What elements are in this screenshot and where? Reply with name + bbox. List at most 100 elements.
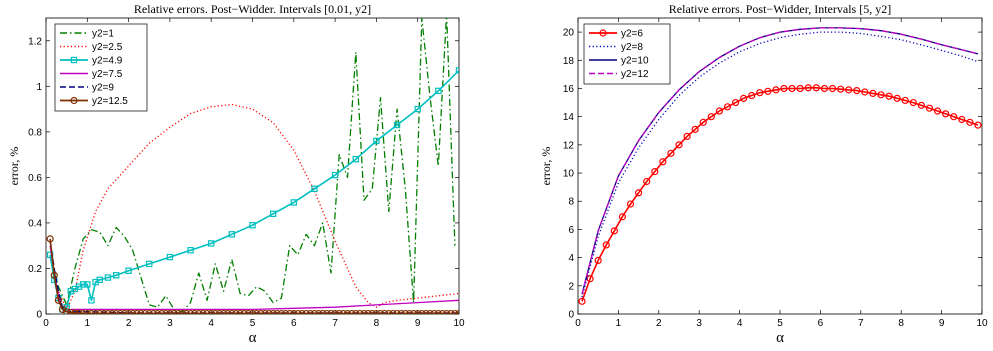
right-chart-y-tick-label: 18: [563, 56, 575, 67]
right-chart-data-point-y2-6: [667, 149, 675, 157]
left-chart-data-point-y2-12-5: [447, 309, 455, 314]
left-chart-data-point-y2-12-5: [455, 309, 459, 314]
left-chart-data-point-y2-12-5: [224, 309, 232, 314]
left-chart-data-point-y2-12-5: [186, 309, 195, 314]
right-chart-data-point-y2-6: [610, 227, 618, 235]
left-chart-y-tick-label: 1: [36, 82, 42, 93]
left-chart-data-point-y2-12-5: [166, 309, 174, 314]
left-chart-data-point-y2-12-5: [281, 309, 290, 314]
right-chart-data-point-y2-6: [861, 88, 869, 96]
left-chart-data-point-y2-12-5: [273, 309, 281, 314]
left-chart-data-point-y2-4-9: [79, 281, 87, 288]
right-chart-data-point-y2-6: [933, 107, 942, 115]
left-chart-data-point-y2-12-5: [46, 235, 54, 243]
right-chart-data-point-y2-6: [643, 177, 651, 186]
left-chart-data-point-y2-12-5: [397, 309, 405, 314]
left-chart-data-point-y2-12-5: [207, 309, 215, 314]
right-chart-data-point-y2-6: [958, 115, 966, 124]
left-chart-data-point-y2-12-5: [381, 309, 389, 314]
left-chart-data-point-y2-12-5: [112, 309, 120, 314]
right-chart-x-axis-label: α: [776, 330, 784, 346]
left-chart-y-tick-label: 0: [36, 310, 42, 321]
left-chart-data-point-y2-12-5: [426, 309, 434, 314]
left-chart-data-point-y2-4-9: [435, 87, 442, 95]
right-chart-data-point-y2-6: [885, 92, 893, 100]
left-chart-data-point-y2-4-9: [208, 240, 215, 247]
left-chart-data-point-y2-12-5: [71, 309, 79, 314]
left-chart-data-point-y2-4-9: [187, 247, 194, 254]
right-chart-data-point-y2-6: [950, 113, 958, 121]
left-chart-legend-label: y2=9: [92, 83, 114, 94]
left-chart-data-point-y2-4-9: [455, 67, 459, 74]
left-chart-data-point-y2-12-5: [286, 309, 294, 314]
left-chart-data-point-y2-4-9: [125, 267, 132, 274]
left-chart-x-tick-label: 9: [415, 318, 421, 329]
left-chart-data-point-y2-12-5: [149, 309, 157, 314]
right-chart-series-line-y2-6: [581, 87, 979, 302]
left-chart-data-point-y2-12-5: [298, 309, 306, 314]
right-chart-y-tick-label: 20: [563, 28, 575, 39]
left-chart-data-point-y2-12-5: [215, 309, 224, 314]
left-chart-data-point-y2-12-5: [443, 309, 451, 314]
right-chart-x-tick-label: 5: [777, 318, 783, 329]
left-chart-data-point-y2-12-5: [79, 309, 87, 314]
right-chart-data-point-y2-6: [691, 125, 699, 133]
left-chart-data-point-y2-12-5: [434, 309, 442, 314]
left-chart-data-point-y2-4-9: [249, 222, 256, 229]
right-chart-legend-marker: [599, 29, 607, 37]
left-chart-data-point-y2-4-9: [414, 105, 421, 113]
left-chart-legend-label: y2=7.5: [92, 69, 123, 80]
right-chart-y-axis-label: error, %: [539, 147, 553, 186]
right-chart-y-tick-label: 2: [568, 281, 574, 292]
right-chart-x-tick-label: 0: [575, 318, 581, 329]
left-chart-data-point-y2-12-5: [401, 309, 409, 314]
left-chart-data-point-y2-4-9: [113, 272, 120, 279]
right-chart-y-tick-label: 12: [563, 140, 575, 151]
left-chart-data-point-y2-4-9: [228, 231, 236, 238]
left-chart-data-point-y2-12-5: [174, 309, 182, 314]
right-chart-data-point-y2-6: [966, 118, 974, 126]
right-chart-x-tick-label: 3: [696, 318, 702, 329]
left-chart-legend-label: y2=1: [92, 29, 114, 40]
left-chart-data-point-y2-12-5: [319, 309, 327, 314]
left-chart-data-point-y2-12-5: [310, 309, 319, 314]
right-chart-data-point-y2-6: [828, 84, 837, 93]
left-chart-data-point-y2-12-5: [343, 309, 352, 314]
left-chart-data-point-y2-12-5: [195, 309, 203, 314]
left-chart-title: Relative errors. Post−Widder. Intervals …: [134, 2, 371, 16]
left-chart-y-tick-label: 1.2: [28, 36, 42, 47]
left-chart-data-point-y2-12-5: [137, 309, 145, 314]
left-chart-data-point-y2-4-9: [88, 297, 95, 304]
left-chart-data-point-y2-12-5: [158, 309, 166, 314]
left-chart-data-point-y2-12-5: [257, 309, 265, 314]
left-chart-data-point-y2-12-5: [236, 309, 244, 314]
right-chart-data-point-y2-6: [804, 84, 812, 92]
left-chart-data-point-y2-12-5: [232, 309, 240, 314]
right-chart-data-point-y2-6: [715, 107, 724, 115]
right-chart-x-tick-label: 2: [656, 318, 662, 329]
right-chart-x-tick-label: 7: [858, 318, 864, 329]
left-chart-x-axis-label: α: [249, 330, 257, 346]
right-chart-data-point-y2-6: [909, 98, 917, 107]
left-chart-data-point-y2-12-5: [430, 309, 438, 314]
left-chart-data-point-y2-12-5: [451, 309, 459, 314]
right-chart-data-point-y2-6: [756, 89, 764, 97]
left-chart-data-point-y2-12-5: [372, 309, 380, 314]
left-chart-x-tick-label: 8: [374, 318, 380, 329]
left-chart-data-point-y2-12-5: [104, 309, 112, 314]
right-chart-data-point-y2-6: [796, 84, 804, 93]
right-chart-data-point-y2-6: [578, 297, 586, 305]
right-chart-data-point-y2-6: [788, 84, 796, 93]
left-chart-data-point-y2-12-5: [393, 309, 401, 314]
left-chart-data-point-y2-12-5: [339, 309, 347, 314]
right-chart-data-point-y2-6: [707, 113, 715, 121]
left-chart-data-point-y2-12-5: [50, 271, 58, 279]
right-chart-data-point-y2-6: [893, 94, 901, 102]
left-chart-data-point-y2-12-5: [108, 309, 116, 314]
right-chart-data-point-y2-6: [618, 213, 627, 221]
right-chart-data-point-y2-6: [594, 256, 602, 265]
right-chart-data-point-y2-6: [723, 103, 732, 111]
left-chart-data-point-y2-12-5: [96, 309, 104, 314]
left-chart-data-point-y2-12-5: [277, 309, 286, 314]
